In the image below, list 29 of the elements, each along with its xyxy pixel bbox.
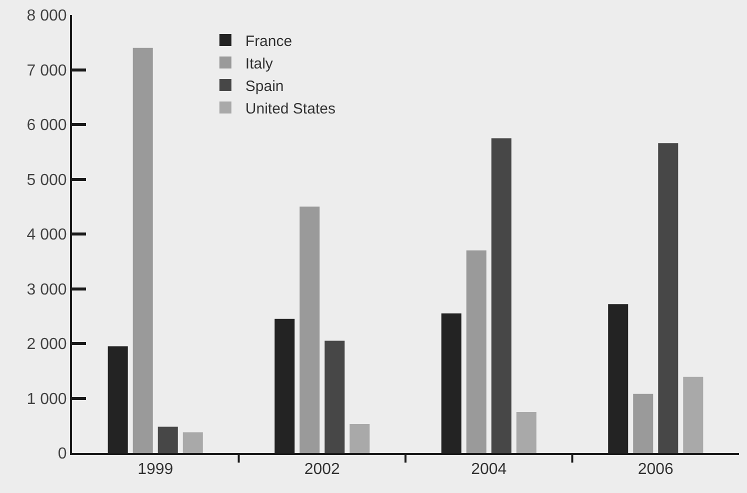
bar — [182, 432, 203, 453]
legend-label: Spain — [245, 78, 284, 95]
bar — [491, 138, 512, 453]
x-tick-label: 2004 — [471, 461, 507, 478]
bar — [324, 340, 345, 453]
bar — [158, 426, 178, 453]
y-tick-label: 1 000 — [26, 390, 67, 408]
y-tick-label: 5 000 — [26, 172, 67, 189]
bar — [683, 376, 704, 453]
y-tick-label: 6 000 — [26, 117, 67, 134]
legend-label: United States — [245, 100, 336, 118]
bar — [466, 250, 486, 453]
y-tick-label: 4 000 — [26, 226, 67, 244]
legend-label: Italy — [245, 55, 274, 72]
x-tick-label: 1999 — [138, 461, 174, 478]
bar — [633, 394, 654, 453]
x-tick-label: 2006 — [638, 461, 674, 478]
y-tick-label: 2 000 — [26, 336, 67, 354]
bar — [516, 412, 536, 453]
y-tick-label: 8 000 — [26, 8, 67, 25]
bar — [658, 143, 678, 453]
bar — [132, 48, 153, 453]
bar — [300, 206, 320, 453]
legend-label: France — [245, 32, 292, 50]
y-tick-label: 3 000 — [26, 281, 67, 298]
y-tick-label: 7 000 — [26, 62, 67, 80]
bar — [350, 424, 370, 453]
y-tick-label: 0 — [58, 446, 67, 463]
x-tick-label: 2002 — [304, 461, 340, 478]
